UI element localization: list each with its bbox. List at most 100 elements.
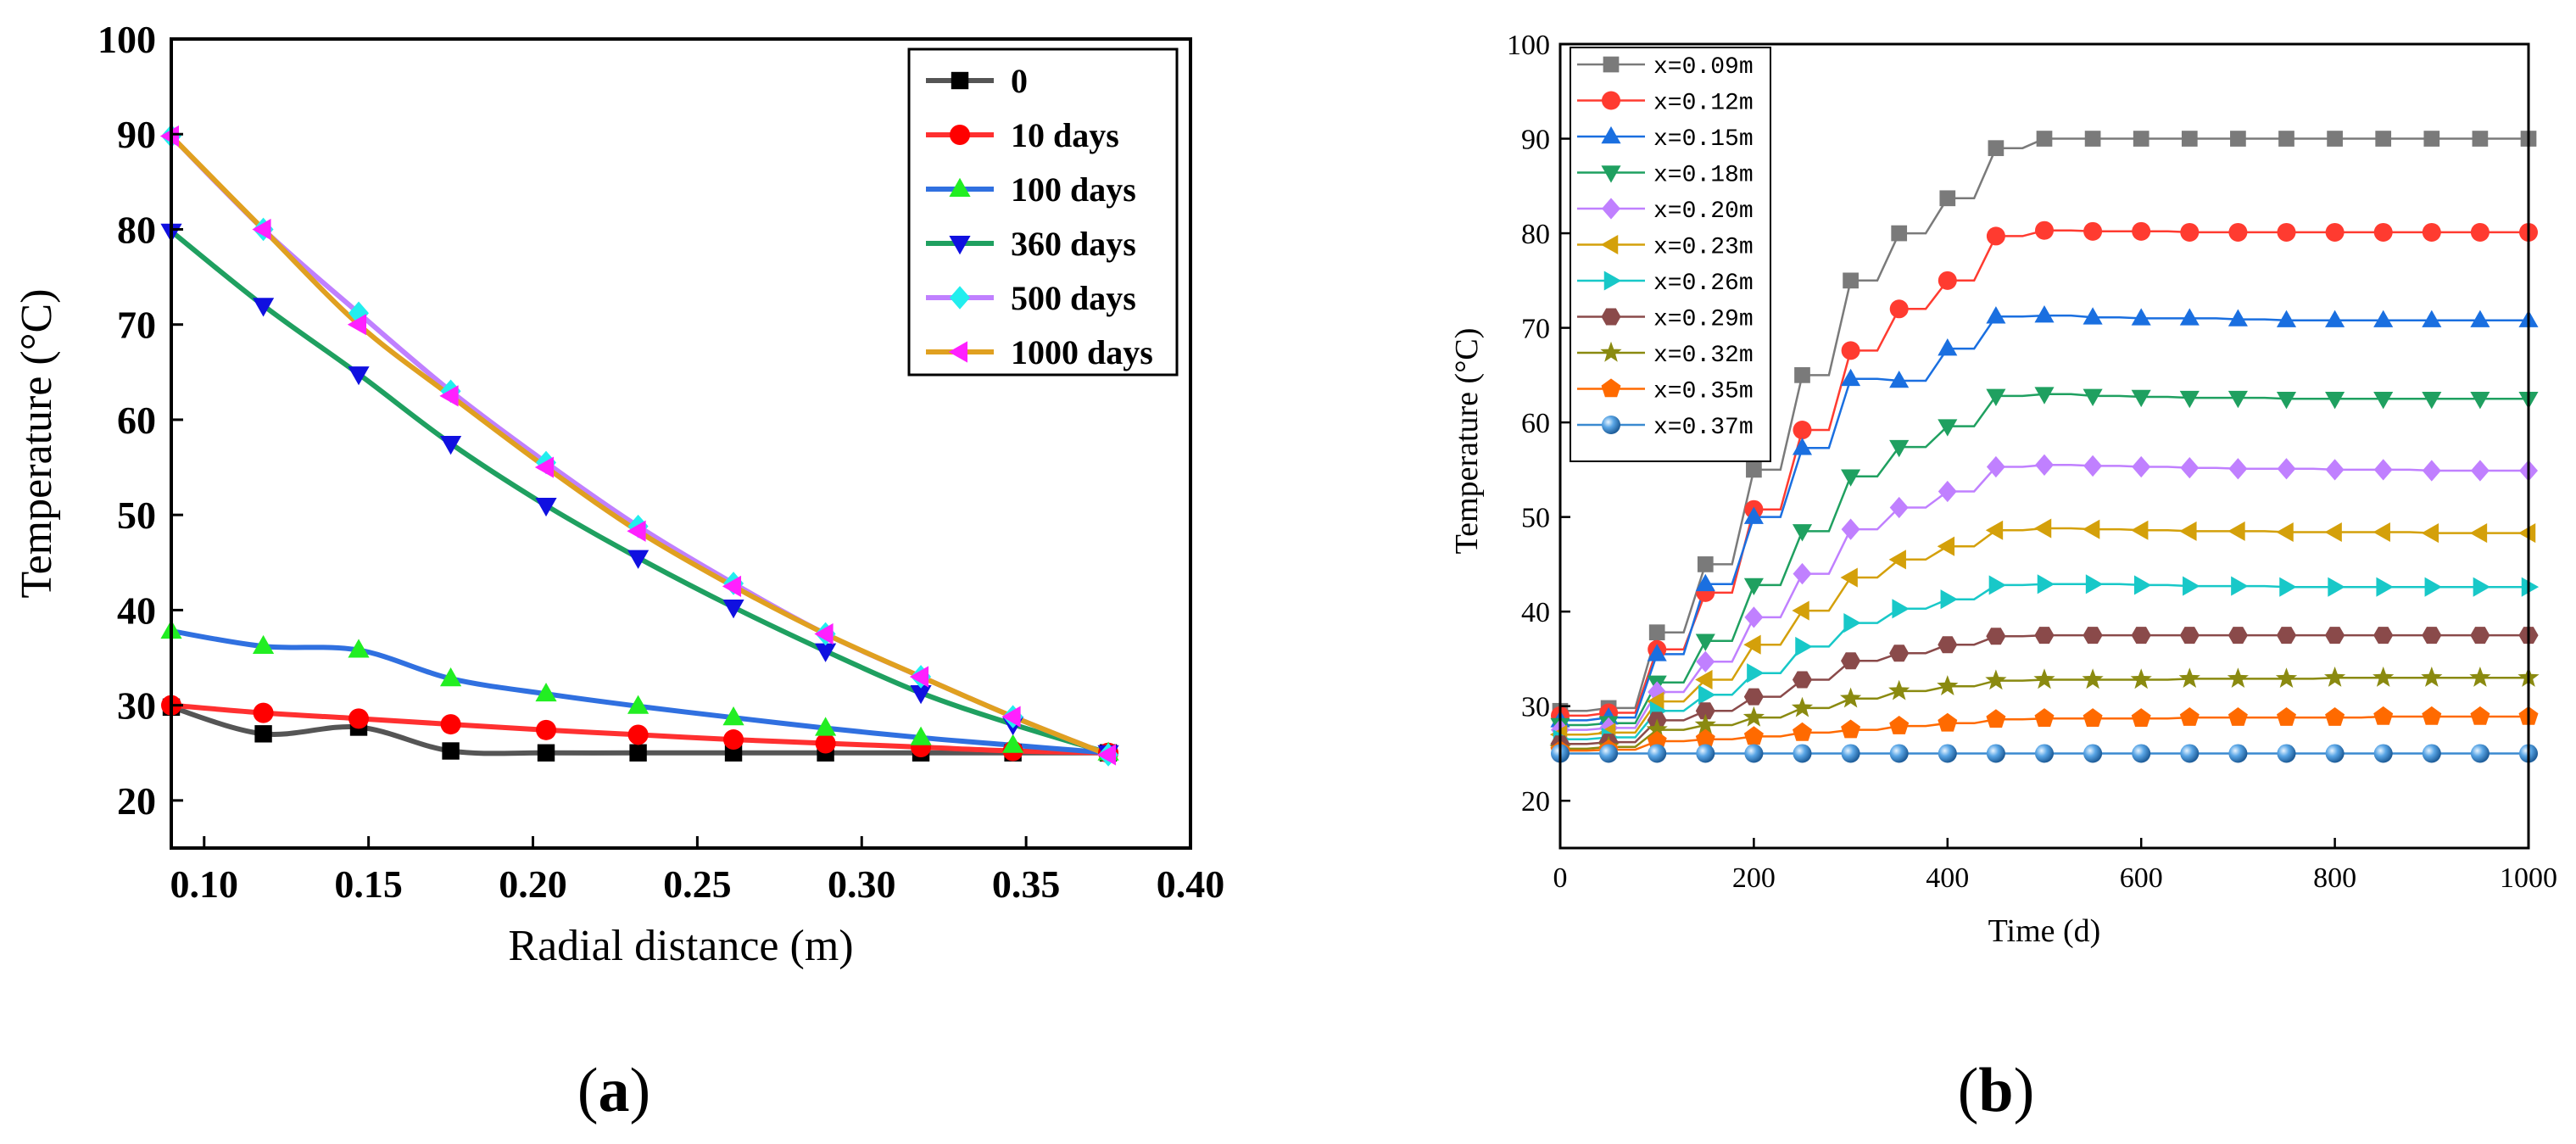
panel-b-point-x-0-15m xyxy=(1938,338,1958,356)
panel-a-legend-label: 360 days xyxy=(1011,225,1136,263)
panel-b-point-x-0-12m xyxy=(2132,221,2151,241)
panel-b-point-x-0-23m xyxy=(1840,567,1858,588)
panel-b-label-letter: b xyxy=(1978,1056,2013,1125)
panel-b-point-x-0-35m xyxy=(2470,706,2490,725)
panel-b-point-x-0-26m xyxy=(1747,663,1765,684)
panel-b-point-x-0-20m xyxy=(2180,457,2200,479)
panel-b-point-x-0-26m xyxy=(1795,636,1813,656)
panel-a-legend-label: 10 days xyxy=(1011,116,1119,154)
panel-a-point-100-days xyxy=(1002,734,1024,753)
panel-b-point-x-0-20m xyxy=(2132,455,2151,478)
panel-a-y-tick-label: 20 xyxy=(117,779,156,823)
panel-b-point-x-0-18m xyxy=(1792,524,1813,542)
panel-b-point-x-0-15m xyxy=(1647,644,1667,661)
panel-b-point-x-0-32m xyxy=(2372,667,2395,687)
panel-b-point-x-0-18m xyxy=(1743,578,1764,596)
panel-b-x-axis-label: Time (d) xyxy=(1988,913,2101,949)
panel-a-y-tick-label: 70 xyxy=(117,304,156,347)
panel-b-point-x-0-23m xyxy=(2372,522,2390,543)
panel-a-legend-label: 500 days xyxy=(1011,279,1136,317)
panel-b-point-x-0-37m xyxy=(2083,744,2103,763)
panel-b-x-tick-label: 200 xyxy=(1732,862,1776,894)
panel-a-point-360-days xyxy=(348,366,370,386)
panel-b-y-axis-label: Temperature (°C) xyxy=(1449,328,1485,555)
panel-a-series-group xyxy=(159,124,1119,767)
panel-b-point-x-0-20m xyxy=(1793,562,1812,585)
panel-b-point-x-0-37m xyxy=(2180,744,2200,763)
panel-a-x-tick-label: 0.40 xyxy=(1157,862,1225,906)
panel-b-point-x-0-12m xyxy=(1841,341,1860,360)
panel-a-point-10-days xyxy=(723,729,744,751)
panel-a-axes: 0.10 0.15 0.20 0.25 0.30 0.35 0.40 20 30 40 50 60 70… xyxy=(98,18,1224,906)
panel-b-point-x-0-26m xyxy=(2231,576,2249,596)
panel-b-point-x-0-32m xyxy=(1840,687,1862,708)
panel-b-legend-marker-x-0-18m xyxy=(1601,165,1621,183)
panel-b-point-x-0-32m xyxy=(1742,706,1765,727)
panel-b-point-x-0-18m xyxy=(2373,391,2394,410)
panel-b-point-x-0-20m xyxy=(1841,518,1860,540)
panel-b-point-x-0-20m xyxy=(1744,606,1764,628)
panel-b-point-x-0-35m xyxy=(2179,707,2200,726)
panel-b-y-tick-label: 60 xyxy=(1521,408,1550,439)
panel-a-point-1000-days xyxy=(627,520,646,542)
panel-b-legend: x=0.09m x=0.12m x=0.15m x=0.18m x=0.20m x=0.2… xyxy=(1570,47,1771,462)
panel-a-legend-label: 1000 days xyxy=(1011,333,1153,371)
panel-b-legend-marker-x-0-12m xyxy=(1602,91,1620,110)
panel-a-point-0 xyxy=(537,744,555,762)
panel-b-point-x-0-23m xyxy=(2131,520,2149,540)
panel-b-point-x-0-26m xyxy=(2521,577,2540,597)
panel-b-point-x-0-32m xyxy=(2033,668,2055,689)
panel-b-point-x-0-23m xyxy=(1695,669,1713,690)
panel-b-point-x-0-37m xyxy=(2228,744,2248,763)
panel-b-point-x-0-29m xyxy=(2228,627,2248,645)
panel-b-point-x-0-32m xyxy=(2275,667,2298,688)
panel-a-point-100-days xyxy=(627,695,650,714)
panel-b-point-x-0-35m xyxy=(2325,707,2345,726)
panel-a-x-tick-label: 0.35 xyxy=(992,862,1061,906)
panel-a-point-100-days xyxy=(348,639,370,658)
panel-b-point-x-0-37m xyxy=(1599,744,1619,763)
panel-a-point-100-days xyxy=(722,706,744,726)
panel-b-legend-marker-x-0-15m xyxy=(1601,126,1621,144)
panel-b-point-x-0-15m xyxy=(2276,310,2297,327)
panel-b-point-x-0-12m xyxy=(1889,299,1909,319)
panel-b-point-x-0-12m xyxy=(1793,421,1812,440)
panel-b-point-x-0-29m xyxy=(1938,636,1958,654)
panel-b-point-x-0-09m xyxy=(1891,225,1908,242)
panel-a-point-0 xyxy=(442,742,460,760)
panel-b-point-x-0-18m xyxy=(2422,391,2442,410)
panel-a-point-0 xyxy=(254,725,272,743)
panel-b-point-x-0-26m xyxy=(2037,574,2055,594)
panel-a-point-10-days xyxy=(627,724,649,745)
panel-b-legend-label: x=0.15m xyxy=(1653,126,1754,153)
panel-b-point-x-0-35m xyxy=(1647,730,1667,750)
panel-a-legend-marker-0 xyxy=(951,71,969,90)
panel-b-series-group xyxy=(1549,131,2540,763)
panel-b-point-x-0-37m xyxy=(2422,744,2441,763)
panel-b-point-x-0-35m xyxy=(2034,708,2055,727)
panel-b-point-x-0-09m xyxy=(2230,131,2246,147)
panel-a-point-10-days xyxy=(536,719,557,740)
panel-b-point-x-0-37m xyxy=(1986,744,2005,763)
panel-a-x-tick-label: 0.15 xyxy=(334,862,403,906)
panel-b-point-x-0-12m xyxy=(2228,222,2248,242)
panel-b-point-x-0-32m xyxy=(1791,696,1814,717)
panel-b-point-x-0-15m xyxy=(1889,370,1910,388)
panel-b-point-x-0-09m xyxy=(2278,131,2294,147)
panel-b-x-tick-label: 0 xyxy=(1553,862,1568,894)
panel-b-point-x-0-20m xyxy=(2228,458,2248,480)
panel-a-y-tick-label: 30 xyxy=(117,684,156,728)
panel-b-point-x-0-29m xyxy=(1792,671,1813,689)
panel-b-point-x-0-26m xyxy=(2133,575,2152,595)
panel-a-legend-marker-1000-days xyxy=(948,341,967,363)
panel-b-point-x-0-09m xyxy=(1794,367,1810,383)
panel-b-point-x-0-37m xyxy=(2277,744,2296,763)
panel-b-point-x-0-15m xyxy=(1695,573,1715,592)
panel-a-point-360-days xyxy=(627,550,650,569)
panel-b-point-x-0-09m xyxy=(1648,624,1665,641)
panel-b-y-tick-label: 70 xyxy=(1521,314,1550,345)
panel-a-plot-frame xyxy=(170,37,1192,850)
panel-b-point-x-0-26m xyxy=(2473,577,2490,597)
panel-b-point-x-0-12m xyxy=(1938,271,1957,290)
panel-a-point-1000-days xyxy=(909,666,929,688)
